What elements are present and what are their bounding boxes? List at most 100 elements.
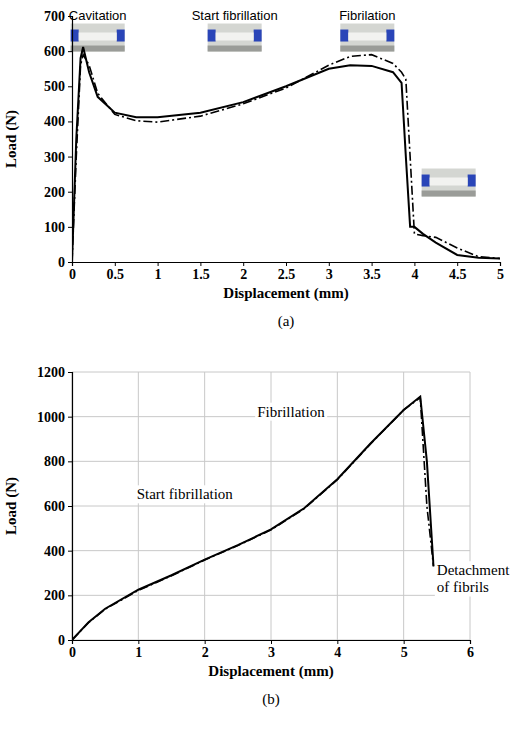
tick-mark	[271, 640, 272, 644]
photo-detail	[71, 46, 125, 52]
photo-detail	[430, 178, 468, 186]
annotation: Fibrilation	[339, 8, 395, 23]
tick-label: 1	[155, 267, 162, 282]
tick-label: 5	[401, 645, 408, 660]
y-axis: 0100200300400500600700	[44, 9, 73, 270]
tick-label: 300	[44, 150, 65, 165]
y-axis-title: Load (N)	[3, 477, 20, 535]
tick: 400	[44, 544, 72, 559]
tick-label: 1200	[37, 365, 65, 380]
photo-detail	[254, 30, 262, 42]
tick-label: 3.5	[363, 267, 381, 282]
tick-label: 1000	[37, 410, 65, 425]
tick-mark	[337, 640, 338, 644]
tick: 2	[240, 262, 247, 282]
tick-mark	[158, 262, 159, 266]
tick-mark	[68, 506, 72, 507]
tick-mark	[372, 262, 373, 266]
panel-label: (b)	[262, 691, 280, 708]
x-axis: 0123456	[69, 640, 474, 660]
panel: 0123456020040060080010001200Displacement…	[3, 365, 512, 708]
tick-mark	[68, 461, 72, 462]
tick-label: 0.5	[107, 267, 125, 282]
tick-mark	[414, 262, 415, 266]
annotation-text: Detachmentof fibrils	[437, 562, 510, 595]
tick-label: 800	[44, 454, 65, 469]
tick-label: 3	[326, 267, 333, 282]
grid-line	[72, 372, 470, 373]
tick-mark	[68, 121, 72, 122]
x-axis-title: Displacement (mm)	[223, 285, 348, 302]
tick-label: 0	[69, 645, 76, 660]
tick-label: 2.5	[278, 267, 296, 282]
tick-label: 400	[44, 544, 65, 559]
photo	[422, 169, 476, 197]
photo-detail	[422, 175, 430, 187]
annotation: Fibrillation	[255, 403, 327, 421]
series-line	[72, 398, 434, 640]
tick: 1.5	[192, 262, 210, 282]
label-patch	[135, 485, 236, 503]
annotation-text: Start fibrillation	[192, 8, 278, 23]
tick: 1	[135, 640, 142, 660]
tick-label: 1.5	[192, 267, 210, 282]
label-patch	[435, 561, 512, 596]
tick-mark	[68, 192, 72, 193]
tick-mark	[68, 227, 72, 228]
annotation: Detachmentof fibrils	[435, 561, 512, 596]
plot-area	[72, 47, 500, 262]
photo	[340, 24, 394, 52]
tick: 6	[467, 640, 474, 660]
photo-detail	[71, 30, 79, 42]
tick: 1000	[37, 410, 72, 425]
tick-mark	[243, 262, 244, 266]
photo-detail	[348, 33, 386, 41]
axis-line	[73, 263, 501, 267]
tick-mark	[68, 595, 72, 596]
plot-area	[72, 397, 434, 640]
tick-label: 600	[44, 499, 65, 514]
photo-detail	[208, 46, 262, 52]
axis-line	[68, 17, 73, 263]
tick-label: 2	[240, 267, 247, 282]
photo-bg	[422, 169, 476, 197]
photo-detail	[468, 175, 476, 187]
photo-detail	[216, 33, 254, 41]
tick-mark	[138, 640, 139, 644]
figure: 00.511.522.533.544.550100200300400500600…	[0, 0, 523, 751]
tick-mark	[68, 51, 72, 52]
annotation-text: Fibrillation	[257, 404, 325, 420]
photo-detail	[340, 30, 348, 42]
photo-detail	[422, 191, 476, 197]
tick: 1	[155, 262, 162, 282]
tick-mark	[470, 640, 471, 644]
tick: 100	[44, 220, 72, 235]
annotation-line: Detachment	[437, 562, 510, 578]
tick: 2	[202, 640, 209, 660]
tick: 5	[497, 262, 504, 282]
tick-mark	[500, 262, 501, 266]
photo-bg	[208, 24, 262, 52]
photos	[71, 24, 476, 197]
tick-mark	[68, 372, 72, 373]
photo-detail	[208, 30, 216, 42]
tick-label: 1	[135, 645, 142, 660]
tick-label: 4	[411, 267, 418, 282]
tick-mark	[68, 551, 72, 552]
photo-bg	[71, 24, 125, 52]
series-line	[72, 397, 434, 640]
tick: 4	[411, 262, 418, 282]
tick-mark	[286, 262, 287, 266]
photo	[208, 24, 262, 52]
grid-line	[72, 550, 470, 551]
tick-mark	[68, 157, 72, 158]
grid	[72, 372, 470, 640]
axis-line	[73, 641, 471, 645]
label-patch	[255, 403, 327, 421]
tick-label: 3	[268, 645, 275, 660]
annotation: Cavitation	[69, 8, 127, 23]
tick-label: 700	[44, 9, 65, 24]
grid-line	[72, 506, 470, 507]
tick: 0	[69, 640, 76, 660]
y-axis-title: Load (N)	[3, 110, 20, 168]
